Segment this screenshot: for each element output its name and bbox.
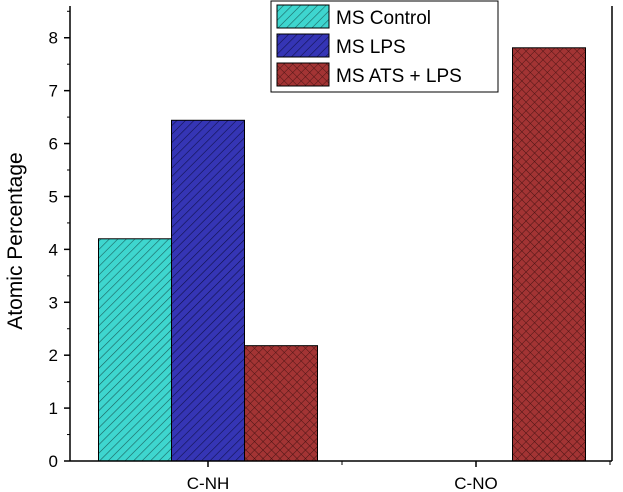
x-tick-label-c-nh: C-NH (187, 474, 230, 492)
x-tick-labels: C-NH C-NO (187, 474, 498, 492)
y-axis-title: Atomic Percentage (4, 152, 27, 329)
y-tick-label: 5 (49, 187, 58, 206)
legend-label: MS ATS + LPS (336, 66, 462, 87)
legend-swatch (276, 33, 330, 58)
y-tick-labels: 0 1 2 3 4 5 6 7 8 (49, 29, 58, 471)
y-tick-label: 3 (49, 293, 58, 312)
y-tick-label: 8 (49, 29, 58, 48)
bar-ms-control-c-nh (98, 238, 172, 462)
y-tick-label: 4 (49, 240, 58, 259)
y-tick-label: 2 (49, 346, 58, 365)
y-tick-label: 1 (49, 399, 58, 418)
bar-ms-ats-lps-c-no (512, 47, 586, 462)
legend-swatch (276, 62, 330, 87)
legend: MS Control MS LPS MS ATS + LPS (270, 0, 499, 93)
legend-label: MS Control (336, 8, 431, 29)
y-tick-label: 0 (49, 452, 58, 471)
bar-ms-ats-lps-c-nh (244, 345, 318, 462)
bars-group (98, 47, 586, 462)
legend-swatch (276, 4, 330, 29)
legend-label: MS LPS (336, 37, 406, 58)
y-tick-label: 6 (49, 135, 58, 154)
axes-group (64, 6, 613, 467)
x-tick-label-c-no: C-NO (454, 474, 497, 492)
bar-ms-lps-c-nh (171, 119, 245, 462)
y-tick-label: 7 (49, 82, 58, 101)
